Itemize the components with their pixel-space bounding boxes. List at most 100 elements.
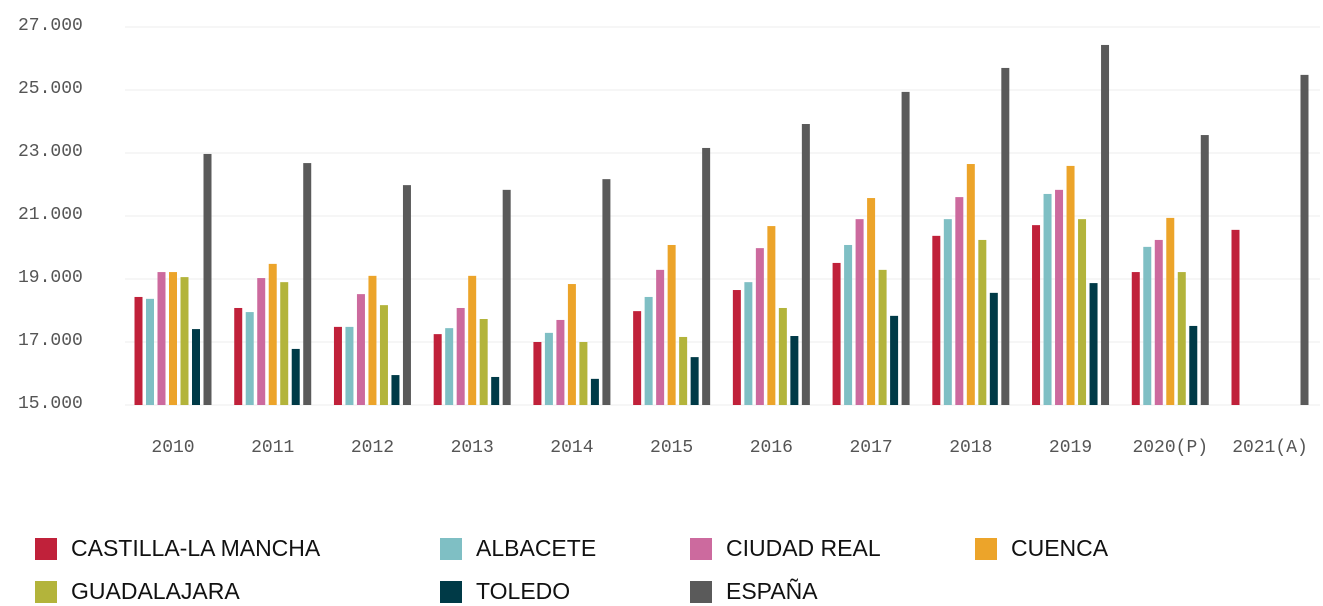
bar [832,262,841,405]
x-tick-label: 2011 [251,438,294,458]
x-tick-label: 2021(A) [1232,438,1308,458]
bar [1089,283,1098,405]
bar [1001,67,1010,405]
bar [633,311,642,405]
x-tick-label: 2016 [750,438,793,458]
y-tick-label: 17.000 [18,331,83,351]
bar [556,319,565,405]
bar [1101,44,1110,406]
bar [679,336,688,405]
bar [955,197,964,405]
bar [579,342,588,405]
bar [744,282,753,405]
bar [468,275,477,405]
bar [890,315,899,405]
bar [932,235,941,405]
x-tick-label: 2019 [1049,438,1092,458]
bar [368,275,377,405]
bar [844,244,853,405]
bar [291,348,300,405]
y-tick-label: 21.000 [18,205,83,225]
x-tick-label: 2017 [849,438,892,458]
bar [1154,239,1163,405]
bar [978,239,987,405]
bar [778,307,787,405]
bar [966,164,975,405]
y-tick-label: 25.000 [18,79,83,99]
legend-label: CIUDAD REAL [726,535,881,561]
bar [801,124,810,406]
bar [169,272,177,405]
legend-swatch [440,538,462,560]
bar [1043,193,1052,405]
x-tick-label: 2012 [351,438,394,458]
bar [1131,272,1140,405]
bar [234,307,243,405]
bar [1055,189,1064,405]
bar [567,284,576,405]
x-tick-label: 2014 [550,438,593,458]
bar [1231,229,1240,405]
bar [767,226,776,405]
bar [1200,135,1209,406]
y-tick-label: 15.000 [18,394,83,414]
bar [989,292,998,405]
bar [491,376,500,405]
bar [180,277,189,405]
bar [1189,325,1198,405]
y-tick-label: 27.000 [18,16,83,36]
bar [356,294,365,405]
legend-label: GUADALAJARA [71,578,240,604]
legend-swatch [35,538,57,560]
bar [544,332,553,405]
legend-label: ESPAÑA [726,578,818,604]
bar [867,198,876,405]
legend-swatch [690,581,712,603]
bar [1066,165,1075,405]
legend-swatch [440,581,462,603]
bar [333,326,342,405]
bar [257,278,266,405]
legend-label: ALBACETE [476,535,596,561]
bar [456,307,465,405]
bar [391,375,400,405]
bar [502,189,511,405]
bar [445,328,454,405]
bar [602,179,611,405]
x-tick-label: 2018 [949,438,992,458]
bar [1143,246,1152,405]
bar [402,185,411,405]
bar [1032,225,1041,405]
bar [303,163,312,405]
bar [1166,217,1175,405]
bar [1177,272,1186,405]
bar [656,269,665,405]
bar [134,296,143,405]
bar [901,91,910,405]
bar [1078,219,1087,405]
legend-label: TOLEDO [476,578,570,604]
x-tick-label: 2013 [451,438,494,458]
bar [590,378,599,405]
bar [790,336,799,405]
bar [732,290,741,405]
y-tick-label: 19.000 [18,268,83,288]
bar [533,342,542,405]
x-tick-label: 2010 [151,438,194,458]
bar [345,326,354,405]
legend-swatch [690,538,712,560]
legend-swatch [975,538,997,560]
bar [667,244,676,405]
bar [702,147,711,405]
bar [203,153,212,405]
bar [433,334,442,405]
legend-swatch [35,581,57,603]
bar [280,282,289,405]
bar [192,329,200,405]
bar [755,248,764,405]
bar [1300,74,1309,405]
bar [690,357,699,405]
legend-label: CUENCA [1011,535,1109,561]
x-tick-label: 2015 [650,438,693,458]
